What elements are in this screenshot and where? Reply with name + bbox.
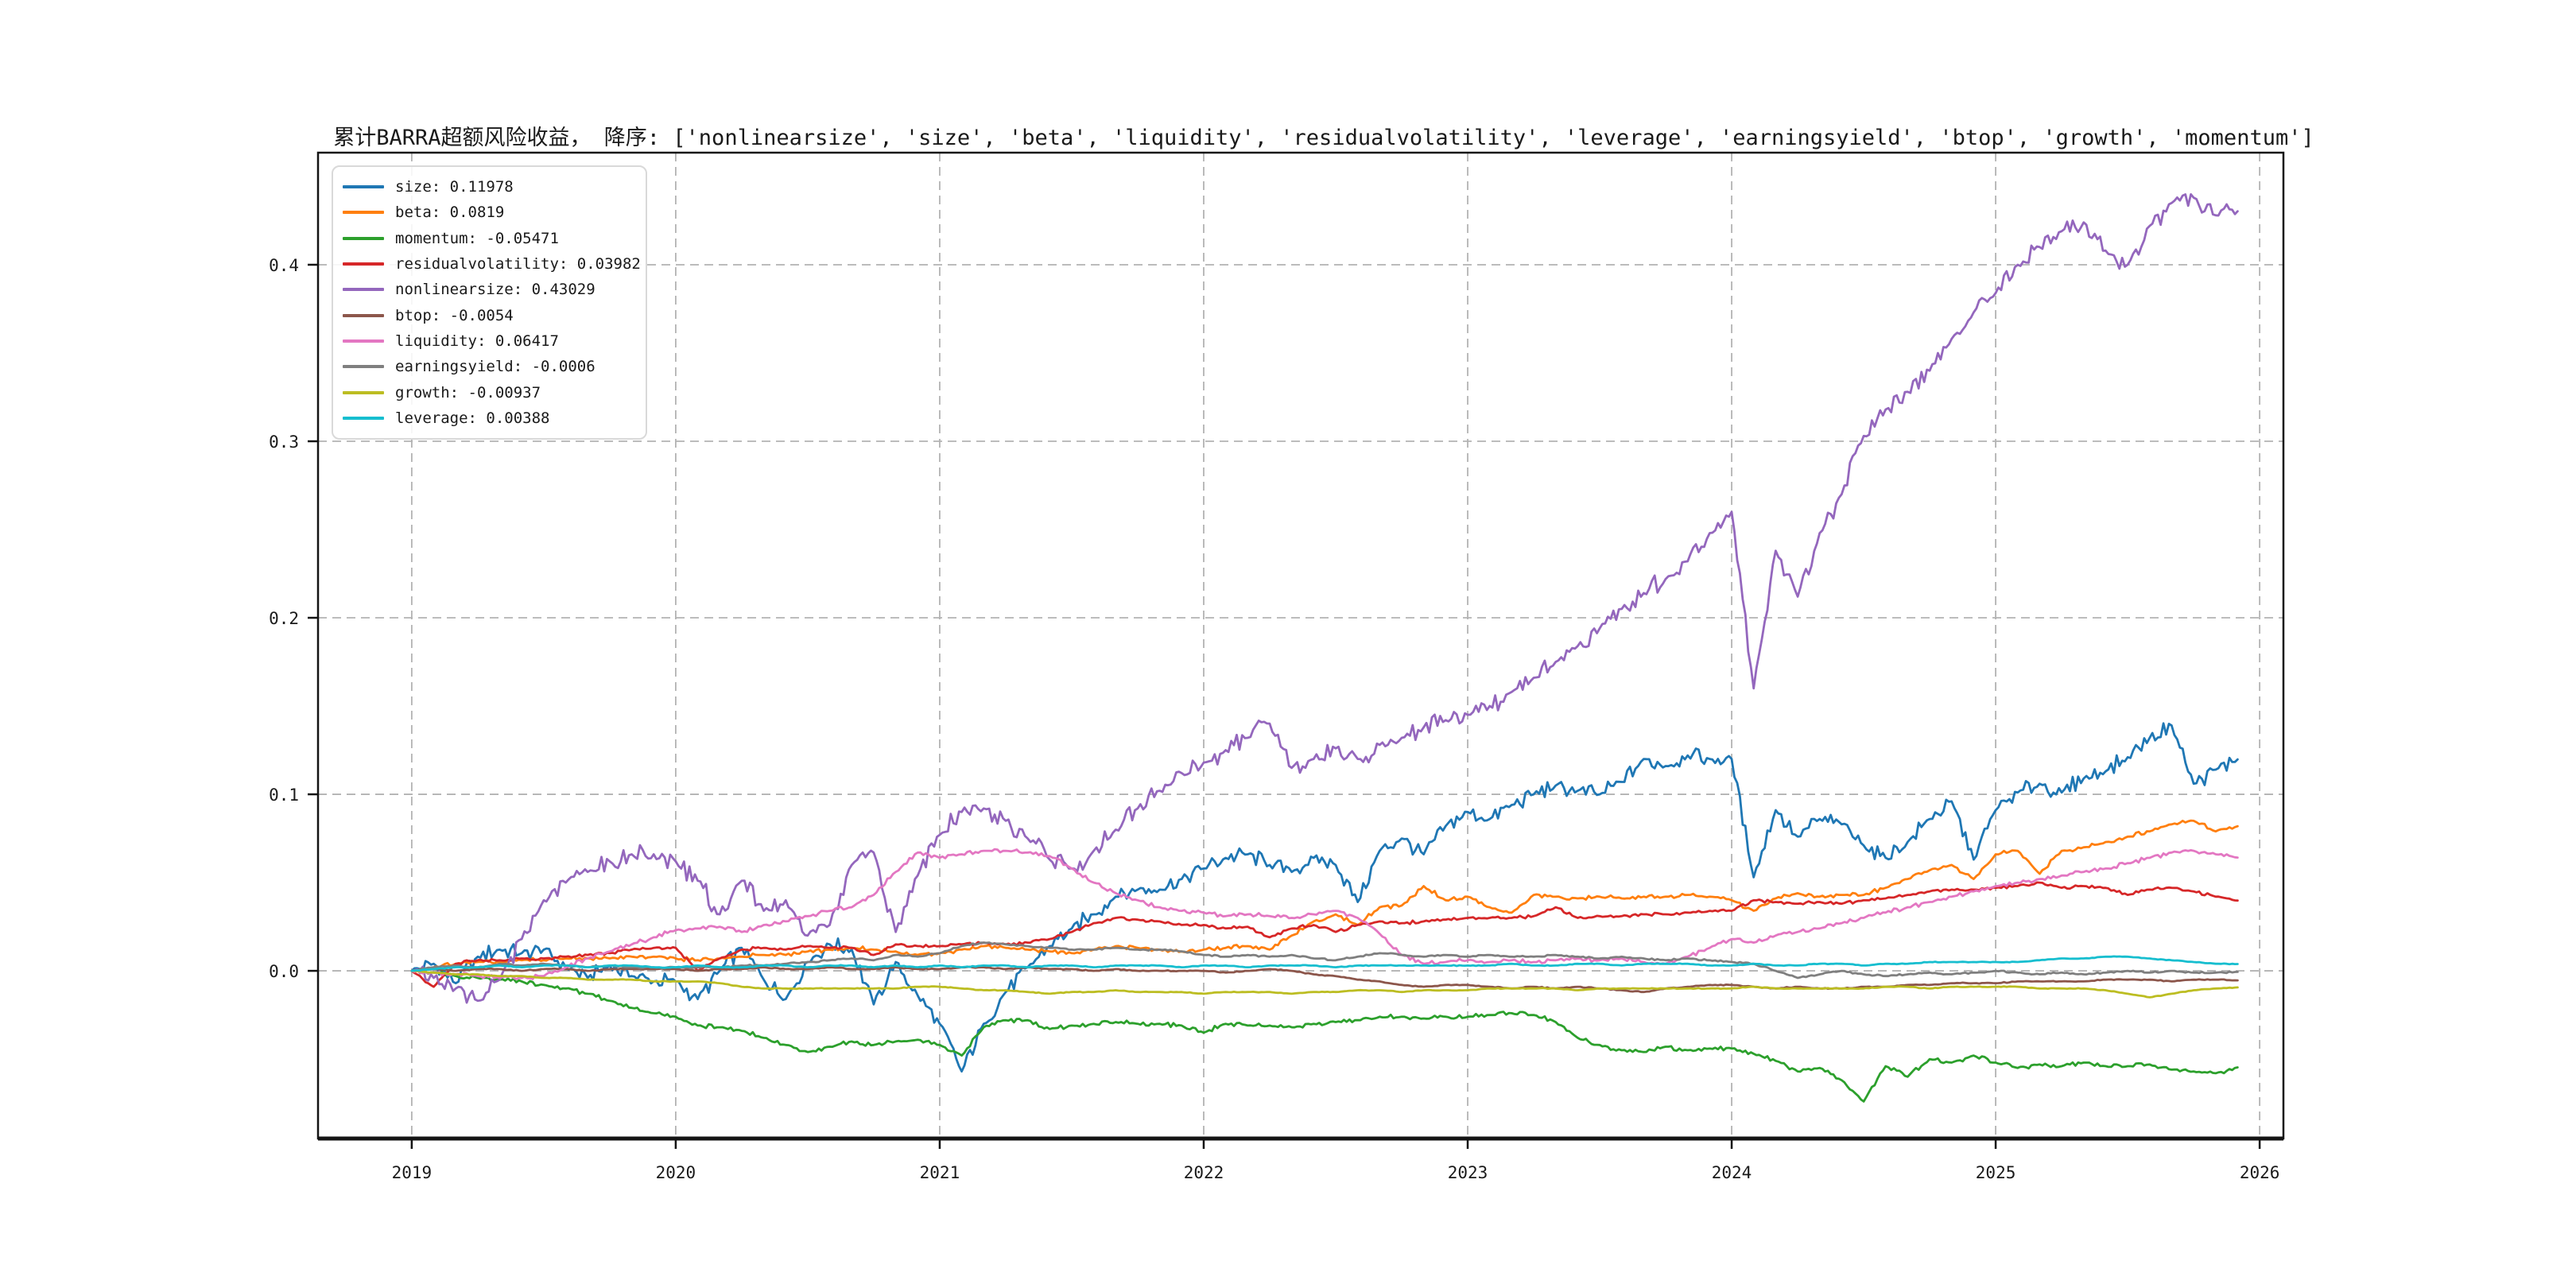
legend-label: size: 0.11978: [395, 178, 514, 196]
legend-item-liquidity: liquidity: 0.06417: [343, 332, 634, 350]
legend-swatch-nonlinearsize: [343, 288, 384, 292]
legend-item-nonlinearsize: nonlinearsize: 0.43029: [343, 281, 634, 298]
legend-swatch-liquidity: [343, 339, 384, 343]
gridlines: [318, 153, 2283, 1139]
legend-label: btop: -0.0054: [395, 306, 514, 324]
legend-item-growth: growth: -0.00937: [343, 384, 634, 402]
series-line-momentum: [410, 968, 2239, 1103]
legend-item-btop: btop: -0.0054: [343, 307, 634, 324]
x-tick-label: 2019: [392, 1163, 433, 1182]
series-line-leverage: [410, 955, 2239, 972]
series-line-btop: [410, 965, 2239, 994]
x-tick-label: 2024: [1712, 1163, 1752, 1182]
x-tick-label: 2023: [1448, 1163, 1488, 1182]
axis-ticks-and-labels: 2019 2020 2021 2022 2023 2024 2025 2026 0.0 0.1 0.…: [269, 256, 2279, 1182]
y-tick-label: 0.3: [269, 433, 299, 452]
legend-label: growth: -0.00937: [395, 383, 541, 402]
legend-swatch-earningsyield: [343, 365, 384, 369]
series-line-nonlinearsize: [410, 192, 2239, 1004]
legend-label: momentum: -0.05471: [395, 229, 559, 247]
legend-swatch-size: [343, 185, 384, 188]
legend-swatch-leverage: [343, 416, 384, 420]
legend-item-momentum: momentum: -0.05471: [343, 230, 634, 247]
x-tick-label: 2026: [2240, 1163, 2280, 1182]
legend-label: nonlinearsize: 0.43029: [395, 281, 596, 299]
series-line-liquidity: [410, 848, 2239, 980]
legend-swatch-growth: [343, 390, 384, 394]
legend: size: 0.11978 beta: 0.0819 momentum: -0.05…: [332, 165, 647, 440]
legend-swatch-beta: [343, 211, 384, 215]
legend-label: beta: 0.0819: [395, 204, 505, 222]
series-line-growth: [410, 969, 2239, 999]
y-tick-label: 0.0: [269, 962, 299, 981]
series-line-size: [410, 722, 2239, 1073]
legend-item-earningsyield: earningsyield: -0.0006: [343, 358, 634, 375]
legend-item-beta: beta: 0.0819: [343, 204, 634, 221]
legend-item-size: size: 0.11978: [343, 178, 634, 196]
x-tick-label: 2022: [1184, 1163, 1224, 1182]
legend-swatch-momentum: [343, 236, 384, 240]
x-tick-label: 2021: [920, 1163, 960, 1182]
y-tick-label: 0.2: [269, 609, 299, 628]
y-tick-label: 0.1: [269, 786, 299, 805]
chart-title: 累计BARRA超额风险收益， 降序: ['nonlinearsize', 'si…: [333, 126, 2314, 150]
legend-label: residualvolatility: 0.03982: [395, 254, 641, 273]
x-tick-label: 2020: [656, 1163, 696, 1182]
x-tick-label: 2025: [1976, 1163, 2016, 1182]
legend-item-residualvolatility: residualvolatility: 0.03982: [343, 255, 641, 273]
series-lines: [410, 192, 2239, 1103]
legend-label: earningsyield: -0.0006: [395, 358, 596, 376]
legend-item-leverage: leverage: 0.00388: [343, 409, 634, 427]
legend-swatch-residualvolatility: [343, 262, 384, 266]
legend-swatch-btop: [343, 313, 384, 317]
legend-label: liquidity: 0.06417: [395, 332, 559, 350]
y-tick-label: 0.4: [269, 256, 299, 275]
legend-label: leverage: 0.00388: [395, 409, 550, 427]
series-line-residualvolatility: [410, 881, 2239, 988]
